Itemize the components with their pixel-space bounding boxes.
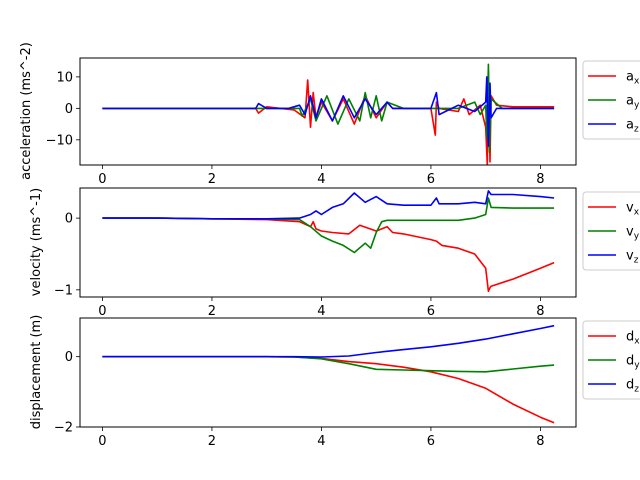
legend-entry: vz — [626, 249, 639, 266]
subplot-1: 0 2 4 6 8 −10 0 10 acceleration (ms^-2) ax ay az — [19, 42, 640, 187]
series-line-vx — [102, 217, 555, 293]
x-tick-label: 8 — [536, 434, 544, 449]
series-line-dz — [102, 324, 555, 358]
x-tick-label: 4 — [317, 434, 325, 449]
x-tick-label: 2 — [208, 172, 216, 187]
axes-frame — [79, 317, 577, 428]
x-tick-label: 6 — [427, 434, 435, 449]
y-tick-label: −10 — [46, 133, 73, 148]
x-tick-label: 0 — [98, 304, 106, 319]
y-axis-label: acceleration (ms^-2) — [19, 42, 34, 180]
y-tick-label: 10 — [56, 70, 73, 85]
x-tick-label: 2 — [208, 434, 216, 449]
axes-frame — [79, 187, 577, 298]
series-line-vy — [102, 197, 555, 254]
legend-entry: ax — [626, 70, 640, 87]
legend-entry: az — [626, 118, 639, 135]
legend-entry: dx — [626, 330, 640, 347]
x-tick-label: 4 — [317, 172, 325, 187]
y-tick-label: 0 — [65, 350, 73, 365]
subplot-2: 0 2 4 6 8 −1 0 velocity (ms^-1) vx vy vz — [29, 187, 640, 319]
legend-entry: vy — [626, 225, 640, 242]
y-axis-label: velocity (ms^-1) — [29, 188, 44, 296]
axes-frame — [79, 57, 577, 166]
y-tick-label: 0 — [65, 212, 73, 227]
legend: vx vy vz — [582, 191, 640, 271]
y-tick-label: −2 — [54, 421, 73, 436]
series-line-dx — [102, 355, 555, 424]
series-line-ay — [102, 63, 555, 154]
series-line-az — [102, 76, 555, 147]
y-tick-label: −1 — [54, 283, 73, 298]
y-tick-label: 0 — [65, 102, 73, 117]
y-axis-label: displacement (m) — [29, 315, 44, 430]
x-tick-label: 2 — [208, 304, 216, 319]
legend: dx dy dz — [582, 320, 640, 400]
legend: ax ay az — [582, 60, 640, 140]
legend-entry: dy — [626, 354, 640, 371]
x-tick-label: 6 — [427, 304, 435, 319]
x-tick-label: 4 — [317, 304, 325, 319]
legend-entry: vx — [626, 201, 640, 218]
subplot-3: 0 2 4 6 8 −2 0 displacement (m) dx dy dz — [29, 315, 640, 449]
x-tick-label: 0 — [98, 434, 106, 449]
series-line-vz — [102, 190, 555, 220]
legend-entry: dz — [626, 378, 639, 395]
x-tick-label: 0 — [98, 172, 106, 187]
legend-entry: ay — [626, 94, 640, 111]
x-tick-label: 8 — [536, 304, 544, 319]
x-tick-label: 8 — [536, 172, 544, 187]
x-tick-label: 6 — [427, 172, 435, 187]
